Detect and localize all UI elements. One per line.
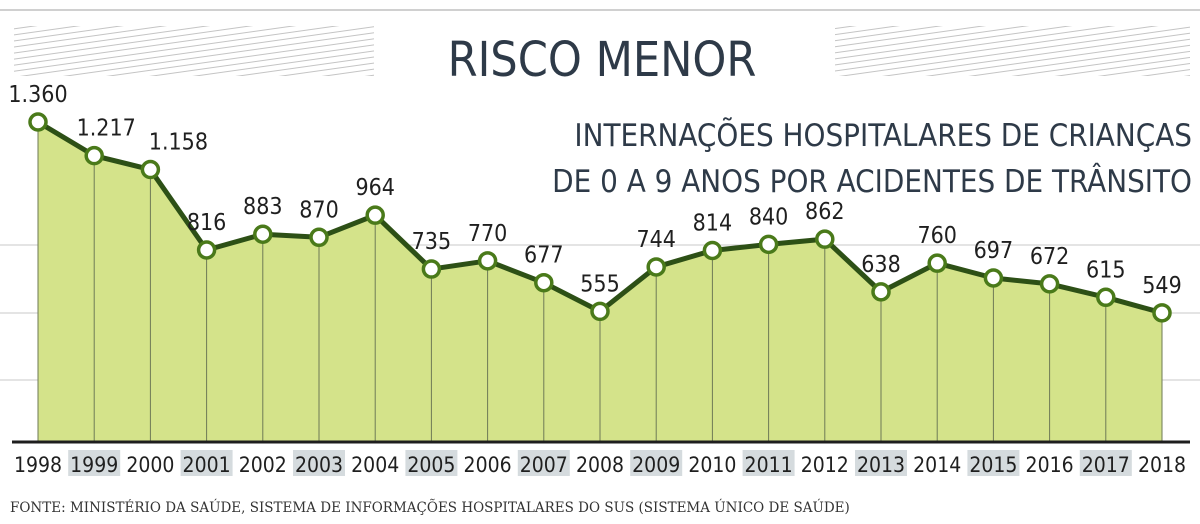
x-tick-label: 2002: [239, 453, 287, 477]
value-label: 555: [580, 271, 620, 297]
data-point: [534, 272, 554, 293]
data-point: [196, 240, 217, 260]
year-highlight: [517, 450, 570, 476]
data-point: [758, 234, 779, 255]
year-highlight: [293, 450, 345, 476]
chart-title: RISCO MENOR: [448, 32, 757, 88]
value-label: 760: [917, 223, 957, 249]
data-point: [28, 112, 48, 132]
data-point: [702, 240, 723, 261]
x-tick-label: 2008: [576, 453, 624, 477]
value-label: 615: [1086, 257, 1126, 283]
x-tick-label: 2007: [520, 453, 568, 477]
x-tick-label: 2018: [1138, 453, 1186, 477]
x-tick-label: 2006: [464, 453, 512, 477]
x-tick-label: 2014: [913, 453, 961, 477]
data-point: [1039, 274, 1060, 294]
drop-lines: [37, 122, 1163, 442]
x-tick-label: 1999: [70, 453, 118, 477]
value-label: 814: [693, 210, 733, 236]
data-point: [140, 159, 161, 180]
x-tick-label: 2013: [857, 453, 905, 477]
title-band-right: [835, 26, 1190, 76]
year-highlight: [405, 450, 458, 476]
x-tick-label: 1998: [14, 453, 62, 477]
data-point: [421, 259, 442, 279]
value-label: 770: [468, 221, 508, 247]
x-tick-label: 2017: [1082, 453, 1130, 477]
chart-subtitle-line1: INTERNAÇÕES HOSPITALARES DE CRIANÇAS: [574, 117, 1192, 154]
x-tick-label: 2012: [801, 453, 849, 477]
data-point: [646, 257, 666, 277]
x-tick-label: 2015: [969, 453, 1017, 477]
data-point: [590, 301, 610, 322]
data-point: [84, 145, 104, 166]
value-label: 744: [636, 227, 676, 253]
value-label: 1.158: [149, 130, 208, 156]
x-tick-label: 2009: [632, 453, 680, 477]
points-layer: [28, 112, 1172, 323]
data-point: [1096, 287, 1116, 308]
x-axis: 1998 1999 2000 2001 2002 2003 2004 2005 2006 2007…: [12, 440, 1190, 477]
data-point: [477, 251, 498, 271]
value-label: 1.360: [8, 82, 67, 108]
title-band-left: [14, 26, 374, 76]
year-highlight: [1079, 450, 1132, 476]
x-tick-label: 2016: [1026, 453, 1074, 477]
year-highlight: [180, 450, 233, 476]
value-label: 735: [412, 229, 452, 255]
data-point: [1152, 303, 1172, 323]
value-label: 638: [861, 252, 901, 278]
value-label: 862: [805, 199, 845, 225]
x-tick-label: 2000: [126, 453, 174, 477]
data-point: [983, 268, 1004, 288]
x-tick-label: 2011: [745, 453, 793, 477]
source-note: FONTE: MINISTÉRIO DA SAÚDE, SISTEMA DE I…: [10, 499, 850, 516]
x-tick-label: 2004: [351, 453, 399, 477]
data-point: [871, 282, 891, 302]
x-tick-label: 2005: [407, 453, 455, 477]
x-tick-label: 2010: [688, 453, 736, 477]
data-point: [365, 205, 385, 225]
value-label: 870: [299, 197, 339, 223]
value-label: 964: [355, 175, 395, 201]
value-label: 672: [1030, 244, 1070, 270]
value-label: 1.217: [77, 116, 136, 142]
year-highlight: [68, 450, 121, 476]
value-label: 840: [749, 204, 789, 230]
data-point: [253, 224, 273, 244]
x-tick-label: 2003: [295, 453, 343, 477]
value-label: 677: [524, 243, 564, 269]
year-highlight: [855, 450, 907, 476]
value-labels: 1.360 1.217 1.158 816 883 870 964 735 770 677 555 7…: [8, 82, 1181, 299]
data-point: [309, 227, 329, 248]
x-tick-label: 2001: [183, 453, 231, 477]
data-point: [927, 253, 947, 273]
year-highlight: [967, 450, 1020, 476]
value-label: 883: [243, 194, 283, 220]
value-label: 697: [974, 238, 1014, 264]
year-highlight: [630, 450, 683, 476]
year-highlight: [742, 450, 795, 476]
value-label: 816: [187, 210, 227, 236]
chart-subtitle-line2: DE 0 A 9 ANOS POR ACIDENTES DE TRÂNSITO: [552, 164, 1192, 200]
value-label: 549: [1142, 273, 1182, 299]
data-point: [815, 229, 835, 249]
